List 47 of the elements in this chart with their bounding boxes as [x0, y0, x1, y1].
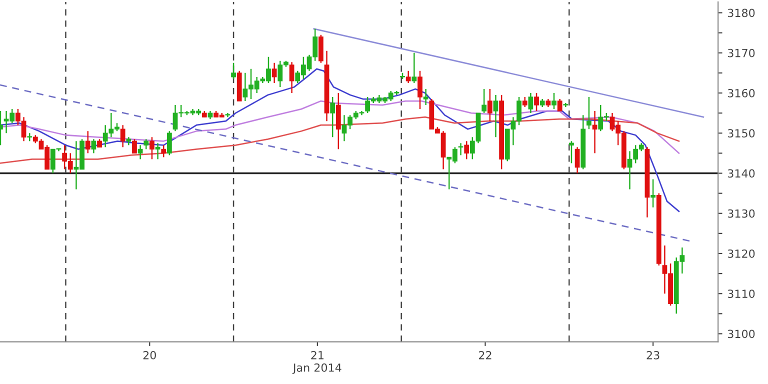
- y-tick-label: 3140: [728, 169, 755, 178]
- candlestick: [528, 92, 534, 114]
- x-tick-label: 22: [478, 350, 492, 360]
- candlestick: [85, 130, 90, 154]
- y-tick-label: 3180: [728, 8, 755, 18]
- y-tick-label: 3110: [728, 290, 755, 298]
- line-series: [0, 100, 680, 154]
- x-tick-label: 20: [143, 350, 156, 360]
- candlestick: [586, 96, 592, 130]
- candlestick: [650, 178, 656, 208]
- candlestick: [458, 142, 464, 156]
- candlestick: [574, 146, 580, 174]
- candlestick: [493, 94, 498, 138]
- candlestick: [91, 138, 96, 154]
- candlestick: [552, 92, 556, 110]
- candlestick: [289, 61, 294, 94]
- candlestick: [464, 140, 470, 160]
- candlestick: [132, 138, 137, 154]
- candlestick: [144, 138, 149, 150]
- candlestick: [138, 144, 143, 160]
- x-tick-label: 23: [646, 350, 660, 360]
- y-tick-label: 3170: [728, 48, 755, 58]
- y-tick-label: 3130: [728, 209, 755, 218]
- candlestick: [423, 88, 428, 106]
- candlestick: [534, 92, 539, 112]
- candlestick: [150, 136, 154, 160]
- candlestick: [120, 124, 126, 148]
- candlestick: [231, 62, 236, 80]
- candlestick: [592, 110, 598, 154]
- x-tick-label: 21 Jan 2014: [292, 350, 342, 374]
- line-series: [0, 68, 680, 212]
- y-tick-label: 3100: [728, 330, 755, 338]
- candlestick: [482, 88, 487, 114]
- candlestick: [161, 144, 166, 158]
- y-tick-label: 3160: [728, 88, 755, 98]
- candlestick: [166, 130, 172, 156]
- candlestick: [418, 70, 422, 110]
- candlestick: [412, 52, 417, 84]
- candlestick: [330, 96, 336, 138]
- candlestick: [272, 62, 277, 84]
- y-tick-label: 3150: [728, 129, 755, 138]
- candlestick: [569, 140, 574, 164]
- candlestick: [557, 98, 562, 112]
- candlestick: [487, 88, 492, 122]
- candlestick: [406, 70, 411, 84]
- y-tick-label: 3120: [728, 249, 755, 258]
- candlestick: [522, 96, 528, 108]
